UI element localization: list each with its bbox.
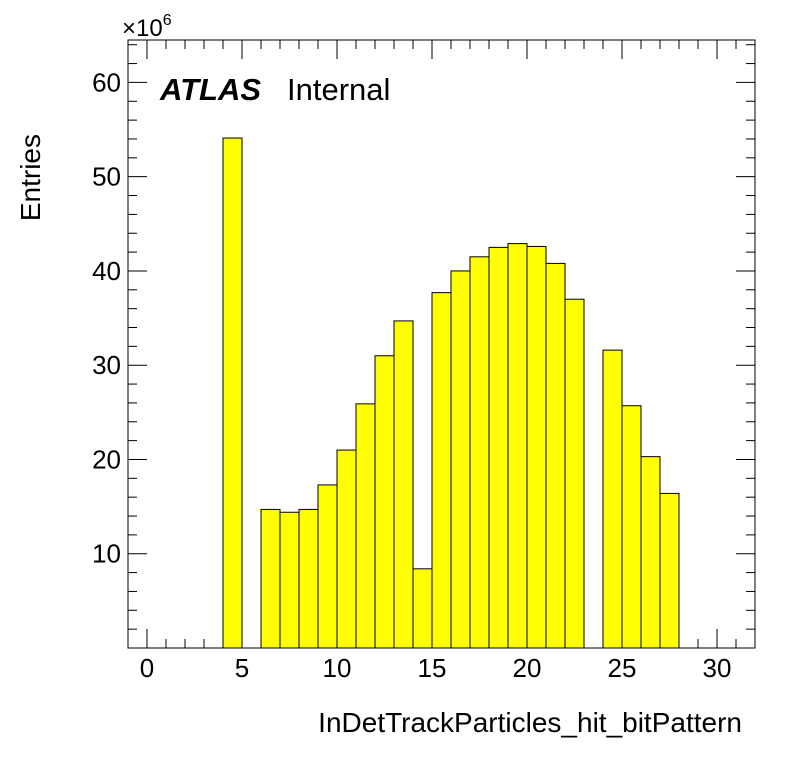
x-tick-label: 5	[235, 653, 249, 683]
histogram-bar	[659, 492, 680, 649]
experiment-status: Internal	[287, 72, 390, 107]
y-tick-label: 10	[92, 539, 121, 569]
axis-ticks	[127, 40, 756, 648]
histogram-bar	[336, 449, 357, 649]
histogram-bar	[545, 262, 566, 649]
y-tick-label: 30	[92, 350, 121, 380]
y-multiplier-label: ×106	[122, 12, 172, 42]
histogram-bar	[393, 320, 414, 649]
histogram-bar	[431, 292, 452, 649]
y-tick-label: 40	[92, 256, 121, 286]
histogram-bar	[621, 405, 642, 649]
x-tick-label: 25	[608, 653, 637, 683]
histogram-bar	[222, 137, 243, 649]
histogram-bar	[526, 245, 547, 649]
histogram-bars	[222, 137, 680, 649]
histogram-bar	[564, 298, 585, 649]
x-tick-label: 10	[323, 653, 352, 683]
x-tick-label: 0	[140, 653, 154, 683]
histogram-bar	[507, 243, 528, 649]
histogram-bar	[412, 568, 433, 649]
x-tick-label: 30	[703, 653, 732, 683]
y-tick-label: 20	[92, 444, 121, 474]
histogram-bar	[469, 256, 490, 649]
y-tick-label: 50	[92, 162, 121, 192]
histogram-bar	[374, 355, 395, 649]
histogram-bar	[317, 484, 338, 649]
histogram-bar	[355, 403, 376, 649]
histogram-bar	[488, 246, 509, 649]
y-axis-title: Entries	[15, 134, 46, 221]
x-axis-title: InDetTrackParticles_hit_bitPattern	[318, 707, 742, 738]
histogram-bar	[602, 349, 623, 649]
tick-labels: 0 5 10 15 20 25 30 10 20 30 40 50 60	[92, 67, 731, 683]
histogram-bar	[279, 511, 300, 649]
histogram-bar	[260, 508, 281, 649]
y-tick-label: 60	[92, 67, 121, 97]
x-tick-label: 15	[418, 653, 447, 683]
histogram-bar	[450, 270, 471, 649]
histogram-bar	[298, 508, 319, 649]
experiment-label: ATLAS	[159, 72, 261, 107]
x-tick-label: 20	[513, 653, 542, 683]
histogram-bar	[640, 456, 661, 649]
